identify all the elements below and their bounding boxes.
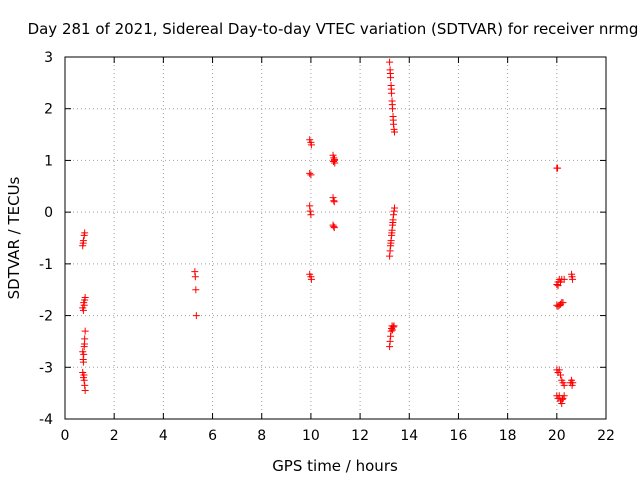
y-tick-label: -4 — [39, 412, 53, 428]
data-point — [80, 350, 88, 358]
y-tick-label: -2 — [39, 309, 53, 325]
data-point — [569, 379, 577, 387]
x-tick-label: 0 — [61, 428, 70, 444]
data-point — [329, 194, 337, 202]
data-point — [391, 204, 399, 212]
data-point — [557, 371, 565, 379]
data-point — [330, 198, 338, 206]
x-tick-label: 16 — [450, 428, 468, 444]
x-axis-label: GPS time / hours — [272, 457, 398, 475]
data-point — [81, 387, 89, 395]
data-point — [307, 275, 315, 283]
data-point — [389, 218, 397, 226]
x-tick-label: 22 — [597, 428, 615, 444]
data-point — [79, 306, 87, 314]
data-point — [79, 239, 87, 247]
data-point — [307, 211, 315, 219]
plot-frame — [64, 56, 607, 420]
data-point — [559, 299, 567, 307]
data-point — [331, 155, 339, 163]
data-point — [192, 312, 200, 320]
data-point — [388, 101, 396, 109]
x-tick-label: 4 — [159, 428, 168, 444]
data-point — [560, 275, 568, 283]
x-tick-label: 10 — [302, 428, 320, 444]
y-tick-label: -1 — [39, 257, 53, 273]
y-tick-label: 2 — [44, 102, 53, 118]
data-point — [387, 85, 395, 93]
data-point — [558, 395, 566, 403]
x-tick-label: 12 — [351, 428, 369, 444]
x-tick-label: 14 — [400, 428, 418, 444]
x-tick-label: 6 — [208, 428, 217, 444]
data-point — [306, 207, 314, 215]
data-point — [191, 273, 199, 281]
data-point — [386, 70, 394, 78]
data-point — [389, 116, 397, 124]
data-point — [387, 239, 395, 247]
data-point — [81, 229, 89, 237]
data-point — [390, 322, 398, 330]
data-point — [554, 164, 562, 172]
data-point — [79, 358, 87, 366]
y-tick-label: 3 — [44, 50, 53, 66]
data-point — [307, 171, 315, 179]
data-point — [554, 282, 562, 290]
data-point — [388, 229, 396, 237]
x-tick-label: 18 — [499, 428, 517, 444]
data-point — [391, 128, 399, 136]
data-point — [307, 141, 315, 149]
data-point — [306, 169, 314, 177]
data-point — [389, 326, 397, 334]
chart-title: Day 281 of 2021, Sidereal Day-to-day VTE… — [28, 20, 639, 38]
data-point — [555, 366, 563, 374]
data-point — [192, 286, 200, 294]
grid-lines — [65, 57, 606, 419]
y-tick-label: 0 — [44, 205, 53, 221]
data-point — [80, 340, 88, 348]
data-point — [80, 299, 88, 307]
y-axis-label: SDTVAR / TECUs — [5, 176, 23, 299]
data-point — [569, 275, 577, 283]
data-point — [81, 293, 89, 301]
data-point — [330, 224, 338, 232]
data-point — [560, 381, 568, 389]
data-points — [79, 58, 577, 407]
data-point — [560, 392, 568, 400]
x-tick-label: 2 — [110, 428, 119, 444]
data-point — [389, 323, 397, 331]
data-point — [80, 371, 88, 379]
data-point — [81, 327, 89, 335]
y-tick-label: 1 — [44, 153, 53, 169]
x-tick-label: 8 — [257, 428, 266, 444]
data-point — [386, 58, 394, 66]
x-tick-label: 20 — [548, 428, 566, 444]
y-tick-label: -3 — [39, 360, 53, 376]
